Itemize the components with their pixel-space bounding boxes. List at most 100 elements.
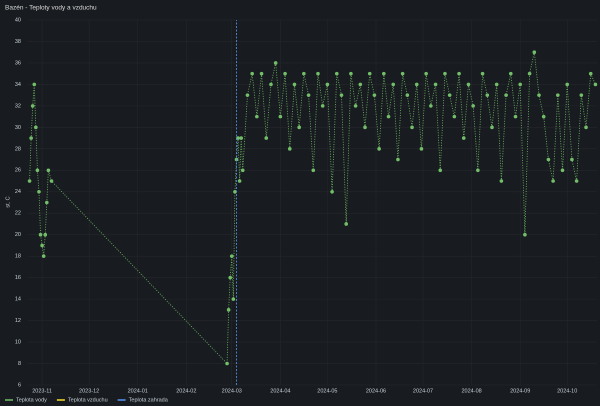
data-point bbox=[29, 136, 33, 140]
data-point bbox=[588, 71, 593, 76]
x-tick-label: 2023-12 bbox=[79, 388, 99, 394]
data-point bbox=[391, 82, 396, 87]
data-point bbox=[485, 93, 490, 97]
data-point bbox=[37, 189, 41, 194]
data-point bbox=[225, 361, 229, 366]
data-point bbox=[527, 71, 532, 76]
data-point bbox=[532, 50, 537, 55]
data-point bbox=[43, 232, 48, 237]
y-tick-label: 12 bbox=[15, 318, 21, 324]
x-tick-label: 2023-11 bbox=[32, 388, 52, 394]
data-point bbox=[537, 93, 541, 97]
data-point bbox=[30, 104, 35, 108]
data-point bbox=[278, 114, 283, 119]
data-point bbox=[325, 82, 330, 87]
data-point bbox=[297, 125, 301, 130]
legend-label[interactable]: Teplota zahrada bbox=[129, 397, 169, 403]
data-point bbox=[433, 82, 438, 87]
data-point bbox=[306, 93, 311, 97]
data-point bbox=[283, 71, 287, 76]
data-point bbox=[231, 297, 236, 301]
data-point bbox=[255, 114, 259, 119]
data-point bbox=[316, 71, 320, 76]
data-point bbox=[45, 200, 49, 205]
data-point bbox=[551, 179, 555, 183]
data-point bbox=[40, 243, 44, 248]
data-point bbox=[35, 168, 40, 173]
data-point bbox=[358, 82, 363, 87]
data-point bbox=[414, 82, 419, 87]
data-point bbox=[461, 136, 466, 140]
y-tick-label: 32 bbox=[15, 103, 21, 109]
data-point bbox=[273, 61, 278, 65]
data-point bbox=[264, 136, 269, 140]
y-tick-label: 38 bbox=[15, 39, 21, 45]
data-point bbox=[396, 157, 400, 162]
x-tick-label: 2024-07 bbox=[413, 388, 433, 394]
data-point bbox=[239, 136, 243, 140]
legend-label[interactable]: Teplota vody bbox=[16, 397, 47, 403]
data-point bbox=[349, 71, 353, 76]
data-point bbox=[32, 82, 37, 87]
x-tick-label: 2024-03 bbox=[222, 388, 242, 394]
data-point bbox=[443, 71, 447, 76]
chart-title: Bazén - Teploty vody a vzduchu bbox=[5, 5, 97, 12]
data-point bbox=[250, 71, 254, 76]
data-point bbox=[363, 125, 367, 130]
data-point bbox=[41, 254, 46, 258]
data-point bbox=[499, 179, 504, 183]
data-point bbox=[228, 275, 233, 280]
data-point bbox=[245, 93, 250, 97]
data-point bbox=[457, 71, 461, 76]
y-axis-label: st. C bbox=[5, 196, 11, 207]
data-point bbox=[46, 168, 51, 173]
data-point bbox=[419, 147, 424, 151]
y-tick-label: 24 bbox=[15, 189, 21, 195]
data-point bbox=[556, 93, 560, 97]
data-point bbox=[480, 71, 485, 76]
data-point bbox=[429, 104, 433, 108]
data-point bbox=[513, 114, 518, 119]
x-tick-label: 2024-05 bbox=[317, 388, 337, 394]
data-point bbox=[233, 189, 237, 194]
data-point bbox=[292, 82, 297, 87]
legend-label[interactable]: Teplota vzduchu bbox=[68, 397, 108, 403]
data-point bbox=[565, 82, 570, 87]
data-point bbox=[504, 93, 508, 97]
data-point bbox=[508, 71, 513, 76]
data-point bbox=[570, 157, 574, 162]
data-point bbox=[367, 71, 372, 76]
data-point bbox=[424, 71, 428, 76]
data-point bbox=[584, 125, 588, 130]
y-tick-label: 20 bbox=[15, 232, 21, 238]
data-point bbox=[320, 104, 325, 108]
data-point bbox=[259, 71, 264, 76]
data-point bbox=[438, 168, 443, 173]
data-point bbox=[447, 93, 452, 97]
x-tick-label: 2024-10 bbox=[557, 388, 577, 394]
y-tick-label: 28 bbox=[15, 146, 21, 152]
data-point bbox=[593, 82, 598, 87]
x-tick-label: 2024-04 bbox=[270, 388, 290, 394]
y-tick-label: 36 bbox=[15, 60, 21, 66]
y-tick-label: 10 bbox=[15, 340, 21, 346]
y-tick-label: 6 bbox=[18, 382, 21, 388]
y-tick-label: 14 bbox=[15, 297, 21, 303]
data-point bbox=[237, 179, 242, 183]
data-point bbox=[344, 222, 349, 226]
data-point bbox=[518, 82, 522, 87]
data-point bbox=[574, 179, 579, 183]
data-point bbox=[466, 82, 471, 87]
data-point bbox=[240, 168, 245, 173]
data-point bbox=[49, 179, 54, 183]
data-point bbox=[236, 136, 240, 140]
y-tick-label: 40 bbox=[15, 17, 21, 23]
y-tick-label: 22 bbox=[15, 211, 21, 217]
data-point bbox=[523, 232, 527, 237]
data-point bbox=[541, 114, 546, 119]
y-tick-label: 34 bbox=[15, 82, 21, 88]
data-point bbox=[560, 168, 565, 173]
data-point bbox=[452, 114, 457, 119]
data-point bbox=[34, 125, 38, 130]
